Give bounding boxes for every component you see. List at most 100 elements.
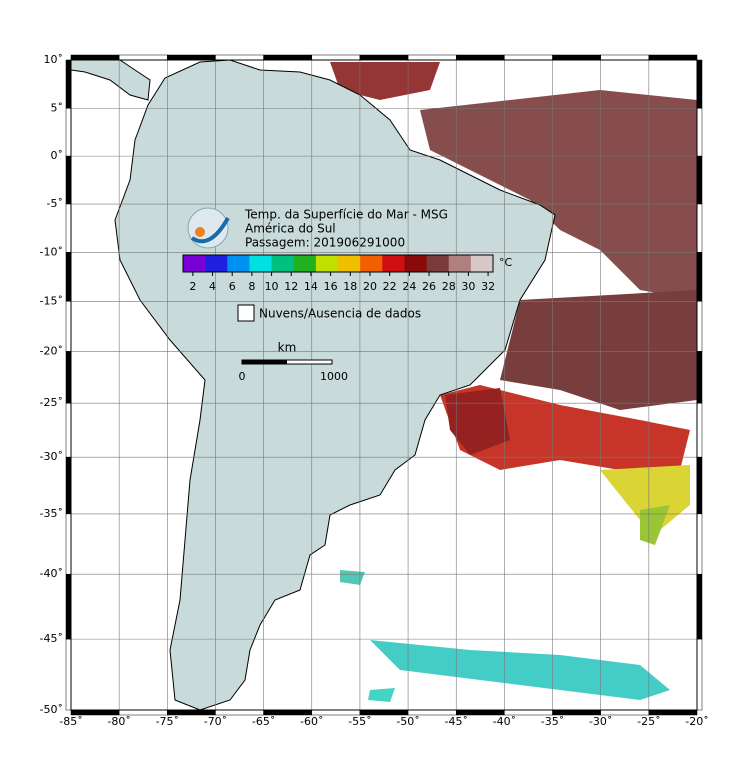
logo: [187, 207, 229, 249]
frame-segment: [552, 54, 601, 61]
lat-tick-label: -10˚: [40, 245, 63, 258]
colorbar: 2 4 6 8 10 12 14 16 18 20 22 24 26 28 30 32: [182, 254, 495, 293]
lat-tick-label: -20˚: [40, 344, 63, 357]
colorbar-segment: [470, 255, 494, 272]
frame-segment: [696, 513, 703, 575]
lat-tick-label: -5˚: [47, 197, 63, 210]
frame-segment: [455, 54, 505, 61]
legend-pass: Passagem: 201906291000: [245, 236, 405, 250]
frame-segment: [65, 59, 72, 109]
sst-patch: [640, 505, 670, 545]
frame-segment: [70, 54, 120, 61]
sst-patch: [368, 688, 395, 702]
scalebar-segment: [242, 360, 287, 364]
frame-segment: [696, 203, 703, 253]
colorbar-tick-label: 24: [402, 280, 416, 293]
frame-segment: [600, 54, 650, 61]
colorbar-tick-label: 12: [284, 280, 298, 293]
lon-tick-label: -45˚: [444, 715, 467, 728]
lat-tick-label: -45˚: [40, 632, 63, 645]
legend: Temp. da Superfície do Mar - MSG América…: [182, 207, 513, 383]
lat-tick-label: 10˚: [44, 53, 64, 66]
lon-tick-label: -35˚: [541, 715, 564, 728]
frame-segment: [696, 108, 703, 157]
frame-segment: [65, 456, 72, 515]
lat-tick-label: -40˚: [40, 567, 63, 580]
lon-tick-label: -70˚: [204, 715, 227, 728]
colorbar-tick-label: 16: [324, 280, 338, 293]
frame-segment: [504, 54, 553, 61]
frame-segment: [696, 351, 703, 404]
frame-segment: [696, 456, 703, 515]
lon-tick-label: -85˚: [59, 715, 82, 728]
sst-patch: [445, 388, 510, 455]
lon-tick-label: -25˚: [637, 715, 660, 728]
frame-segment: [696, 155, 703, 205]
colorbar-segment: [249, 255, 273, 272]
frame-segment: [696, 402, 703, 458]
lon-tick-label: -60˚: [300, 715, 323, 728]
frame-segment: [65, 108, 72, 157]
lat-tick-label: -25˚: [40, 396, 63, 409]
colorbar-tick-label: 22: [383, 280, 397, 293]
no-data-swatch: [237, 304, 255, 322]
colorbar-tick-label: 28: [442, 280, 456, 293]
lon-tick-label: -50˚: [396, 715, 419, 728]
frame-segment: [65, 155, 72, 205]
lon-tick-label: -55˚: [348, 715, 371, 728]
colorbar-tick-label: 26: [422, 280, 436, 293]
colorbar-segment: [404, 255, 428, 272]
scalebar-unit: km: [278, 341, 297, 355]
colorbar-unit: °C: [499, 256, 513, 269]
frame-segment: [696, 573, 703, 640]
frame: [65, 54, 703, 716]
colorbar-tick-label: 8: [248, 280, 255, 293]
lat-tick-label: -15˚: [40, 294, 63, 307]
frame-segment: [696, 301, 703, 352]
lon-tick-label: -40˚: [493, 715, 516, 728]
no-data-label: Nuvens/Ausencia de dados: [259, 307, 421, 321]
lon-tick-label: -80˚: [107, 715, 130, 728]
lat-tick-label: -35˚: [40, 507, 63, 520]
colorbar-segment: [360, 255, 383, 272]
sst-patch: [420, 90, 697, 300]
frame-segment: [407, 54, 457, 61]
colorbar-segment: [426, 255, 450, 272]
colorbar-segment: [227, 255, 250, 272]
logo-sun: [195, 227, 205, 237]
frame-segment: [65, 252, 72, 302]
colorbar-tick-label: 32: [481, 280, 495, 293]
colorbar-segment: [315, 255, 339, 272]
frame-segment: [215, 54, 264, 61]
frame-segment: [65, 402, 72, 458]
frame-segment: [263, 54, 313, 61]
lat-tick-label: -30˚: [40, 450, 63, 463]
land: [71, 60, 151, 101]
frame-segment: [311, 54, 361, 61]
frame-border: [70, 59, 698, 711]
colorbar-segment: [382, 255, 405, 272]
colorbar-segment: [183, 255, 206, 272]
colorbar-segment: [271, 255, 295, 272]
colorbar-segment: [205, 255, 228, 272]
frame-segment: [696, 252, 703, 302]
colorbar-border: [182, 254, 494, 273]
colorbar-tick-label: 20: [363, 280, 377, 293]
frame-segment: [696, 638, 703, 711]
frame-segment: [65, 513, 72, 575]
colorbar-tick-label: 30: [461, 280, 475, 293]
colorbar-segment: [448, 255, 472, 272]
frame-segment: [65, 351, 72, 404]
colorbar-tick-label: 2: [189, 280, 196, 293]
lon-tick-label: -65˚: [252, 715, 275, 728]
sst-patches: [330, 62, 697, 702]
frame-segment: [648, 54, 698, 61]
legend-title: Temp. da Superfície do Mar - MSG: [244, 208, 448, 222]
lon-tick-label: -30˚: [589, 715, 612, 728]
frame-segment: [65, 573, 72, 640]
lon-tick-label: -20˚: [685, 715, 708, 728]
colorbar-tick-label: 4: [209, 280, 216, 293]
scalebar-label: 1000: [320, 370, 348, 383]
logo-arrow: [190, 217, 230, 244]
